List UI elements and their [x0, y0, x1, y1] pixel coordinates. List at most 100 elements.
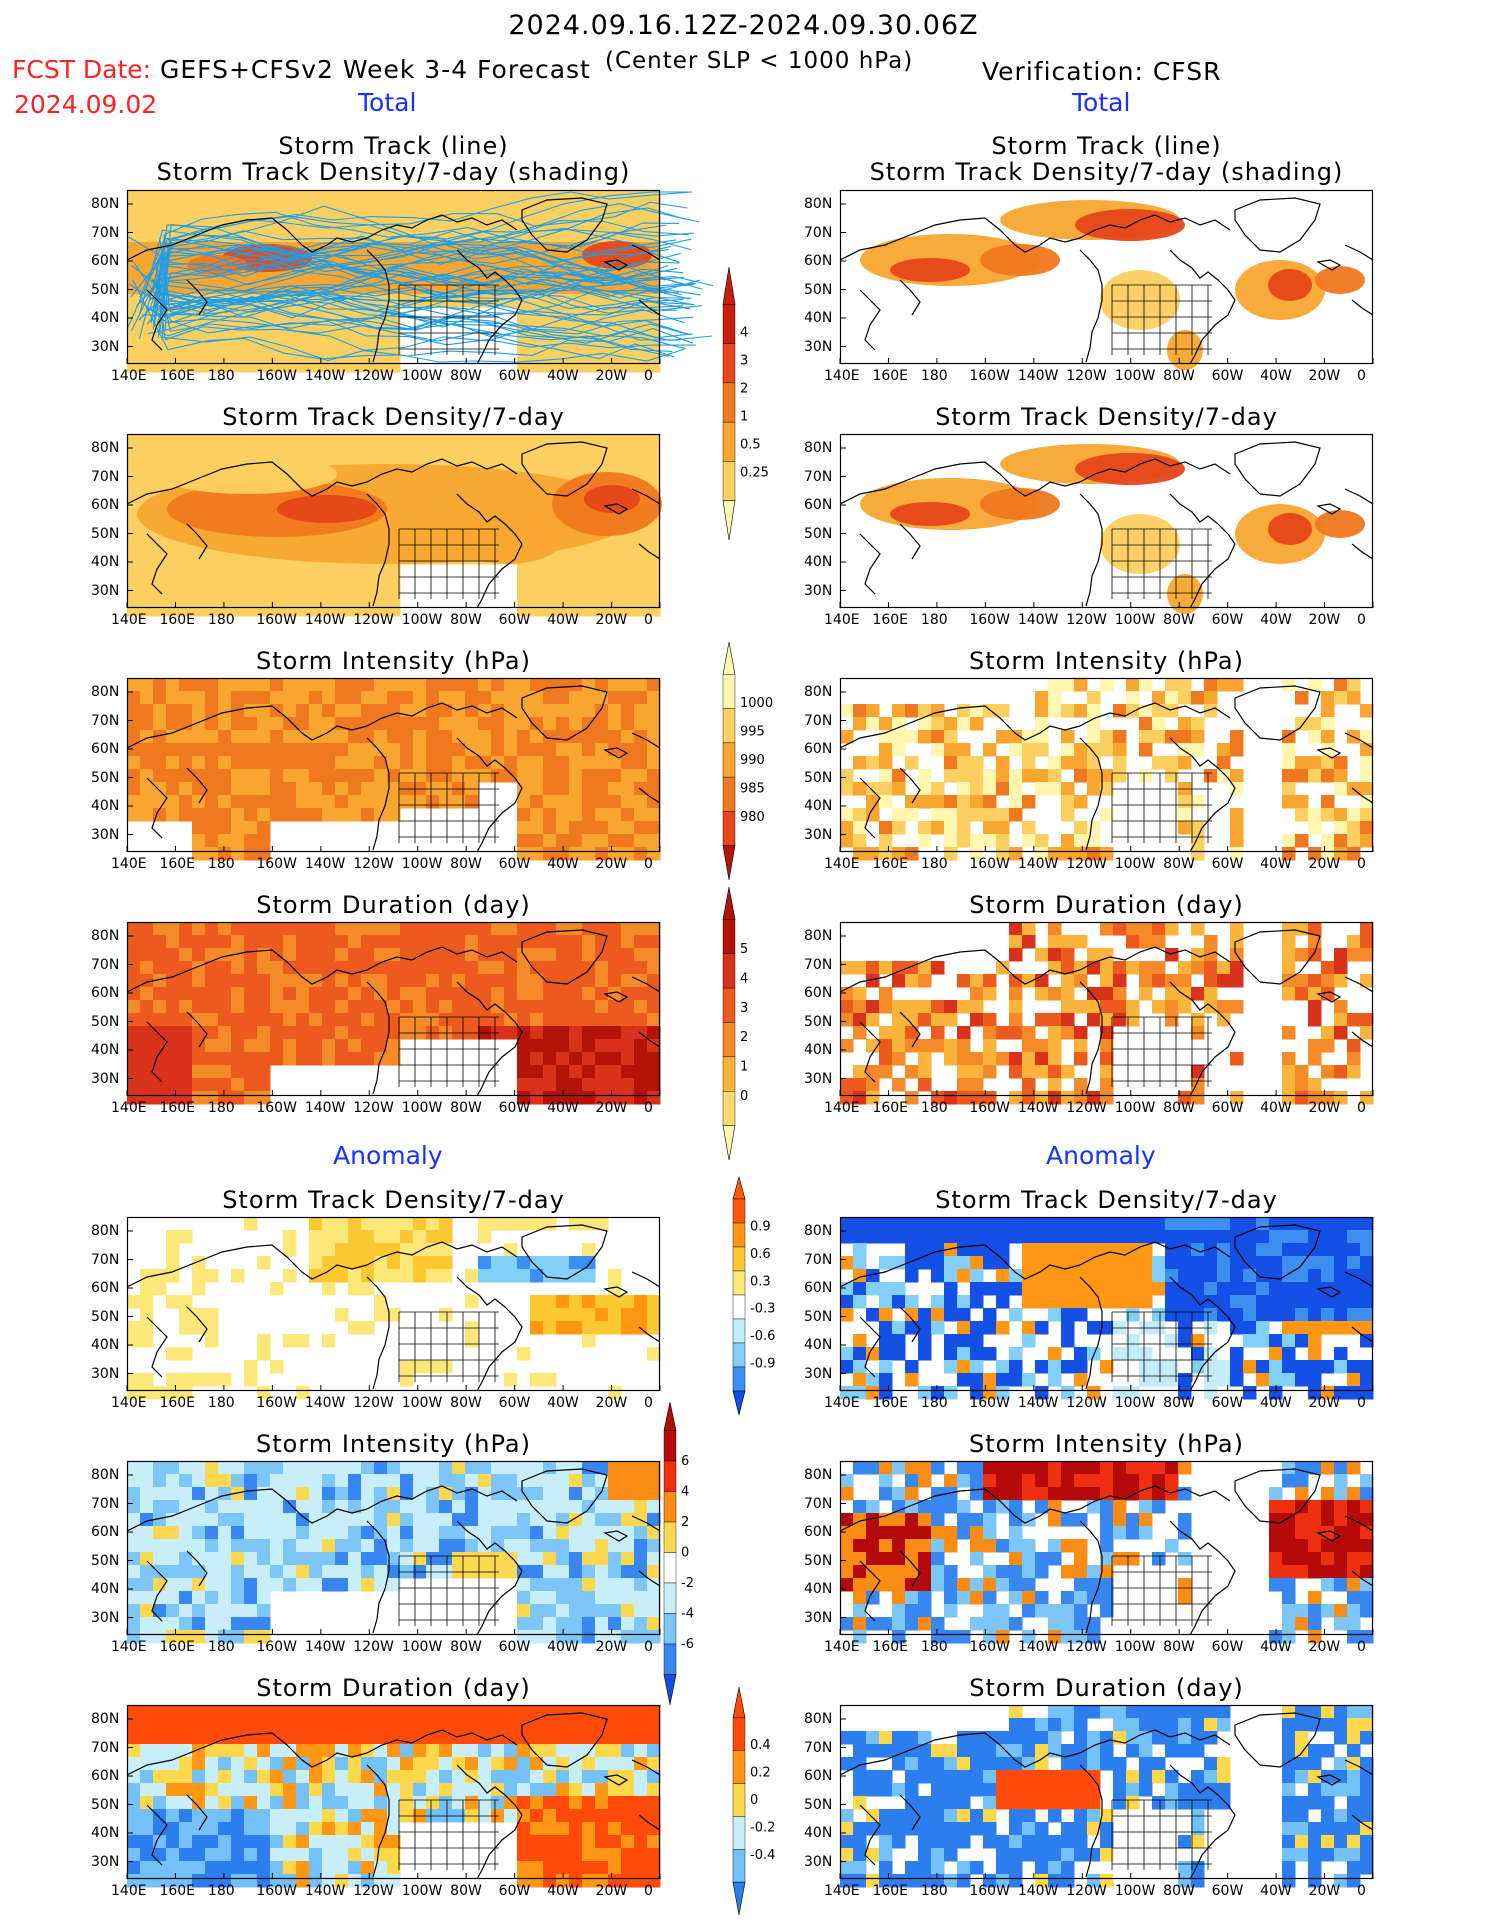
- lon-label: 80W: [1163, 1100, 1195, 1116]
- lon-label: 80W: [1163, 612, 1195, 628]
- map-panel-track: [126, 189, 714, 373]
- coastline: [126, 1224, 661, 1392]
- lon-label: 20W: [1308, 1100, 1341, 1116]
- lat-label: 30N: [91, 1609, 120, 1626]
- lon-label: 40W: [1260, 1639, 1292, 1655]
- lon-label: 40W: [547, 1883, 579, 1899]
- lat-label: 60N: [91, 497, 120, 513]
- lat-label: 40N: [804, 1581, 833, 1597]
- colorbar-label: -0.9: [750, 1357, 775, 1372]
- colorbar-label: 995: [740, 724, 765, 739]
- lon-label: 180: [207, 1639, 235, 1655]
- lon-label: 140E: [824, 368, 860, 384]
- lon-label: 160E: [872, 612, 909, 628]
- panel-title-density-right: Storm Track Density/7-day: [935, 403, 1278, 431]
- map-panel-denseL: [126, 433, 662, 617]
- lon-label: 20W: [595, 368, 628, 384]
- lat-label: 50N: [91, 1796, 120, 1813]
- colorbar-label: -4: [681, 1607, 694, 1622]
- lat-label: 30N: [804, 1070, 833, 1087]
- lon-label: 40W: [1260, 1883, 1292, 1899]
- map-shading: [127, 1705, 661, 1888]
- lon-label: 160W: [256, 1883, 297, 1899]
- colorbar-label: 4: [740, 325, 748, 340]
- lon-label: 60W: [498, 612, 531, 628]
- panel-title-duration-right: Storm Duration (day): [969, 891, 1244, 919]
- lon-label: 0: [644, 368, 653, 384]
- lat-label: 30N: [804, 826, 833, 843]
- lon-label: 40W: [547, 1639, 579, 1655]
- lat-label: 30N: [804, 1365, 833, 1382]
- lat-label: 80N: [804, 1223, 833, 1239]
- lon-label: 40W: [1260, 612, 1292, 628]
- map-panel-duaL: [126, 1704, 661, 1888]
- colorbar-label: 5: [740, 942, 748, 957]
- lon-label: 160W: [256, 368, 297, 384]
- lon-label: 140W: [1017, 856, 1059, 872]
- colorbar-label: 6: [681, 1454, 689, 1469]
- fcst-date: 2024.09.02: [14, 90, 158, 119]
- lat-label: 80N: [804, 928, 833, 944]
- lat-label: 70N: [804, 956, 833, 973]
- lat-label: 40N: [91, 310, 120, 326]
- lon-label: 140E: [824, 856, 860, 872]
- lat-label: 80N: [804, 1711, 833, 1727]
- lat-label: 60N: [804, 497, 833, 513]
- lon-label: 100W: [1114, 1395, 1156, 1411]
- lon-label: 160W: [969, 1100, 1010, 1116]
- lon-label: 60W: [1211, 1639, 1244, 1655]
- lon-label: 180: [920, 1395, 948, 1411]
- lon-label: 60W: [1211, 1883, 1244, 1899]
- lon-label: 160W: [256, 612, 297, 628]
- lat-label: 50N: [804, 1013, 833, 1030]
- lat-label: 50N: [804, 281, 833, 298]
- lon-label: 160W: [256, 856, 297, 872]
- colorbar-label: 3: [740, 353, 748, 368]
- colorbar-density_anom: 0.9 0.6 0.3 -0.3 -0.6 -0.9: [732, 1175, 775, 1416]
- lat-label: 40N: [804, 310, 833, 326]
- lat-label: 40N: [91, 798, 120, 814]
- lon-label: 40W: [1260, 368, 1292, 384]
- colorbar-label: 1000: [740, 696, 773, 711]
- lon-label: 180: [207, 1883, 235, 1899]
- lon-label: 160W: [256, 1395, 297, 1411]
- lon-label: 0: [1357, 1639, 1366, 1655]
- map-shading: [127, 922, 661, 1105]
- lon-label: 20W: [1308, 1883, 1341, 1899]
- lat-label: 50N: [804, 525, 833, 542]
- lon-label: 140W: [304, 1100, 346, 1116]
- lon-label: 120W: [353, 1639, 394, 1655]
- lon-label: 80W: [1163, 1395, 1195, 1411]
- lat-label: 70N: [804, 224, 833, 241]
- lat-label: 80N: [804, 684, 833, 700]
- forecast-period: 2024.09.16.12Z-2024.09.30.06Z: [508, 10, 979, 41]
- lon-label: 160W: [969, 368, 1010, 384]
- lat-label: 80N: [804, 1467, 833, 1483]
- lon-label: 20W: [595, 612, 628, 628]
- coastline: [839, 685, 1374, 853]
- colorbar-label: 0.3: [750, 1274, 771, 1289]
- lon-label: 160E: [159, 1639, 196, 1655]
- lon-label: 140E: [111, 856, 147, 872]
- lon-label: 160W: [969, 612, 1010, 628]
- map-panel-iaL: [126, 1460, 661, 1644]
- colorbar-duration_anom: 0.4 0.2 0 -0.2 -0.4: [732, 1686, 775, 1916]
- colorbar-label: 0.4: [750, 1738, 771, 1753]
- panel-title-density-anom-left: Storm Track Density/7-day: [222, 1186, 565, 1214]
- lon-label: 0: [1357, 1395, 1366, 1411]
- lat-label: 40N: [804, 798, 833, 814]
- section-total-right: Total: [1072, 88, 1131, 117]
- lat-label: 40N: [91, 1825, 120, 1841]
- colorbar-label: 4: [681, 1485, 689, 1500]
- map-shading: [860, 200, 1365, 370]
- map-panel-daL: [126, 1216, 661, 1400]
- map-panel-intL: [126, 677, 661, 861]
- colorbar-label: 2: [740, 1030, 748, 1045]
- lon-label: 80W: [1163, 856, 1195, 872]
- lon-label: 40W: [547, 1100, 579, 1116]
- lon-label: 0: [1357, 612, 1366, 628]
- colorbar-label: 0.9: [750, 1219, 771, 1234]
- lon-label: 160E: [872, 1639, 909, 1655]
- lon-label: 120W: [1066, 1395, 1107, 1411]
- map-panel-denseR: [839, 189, 1374, 370]
